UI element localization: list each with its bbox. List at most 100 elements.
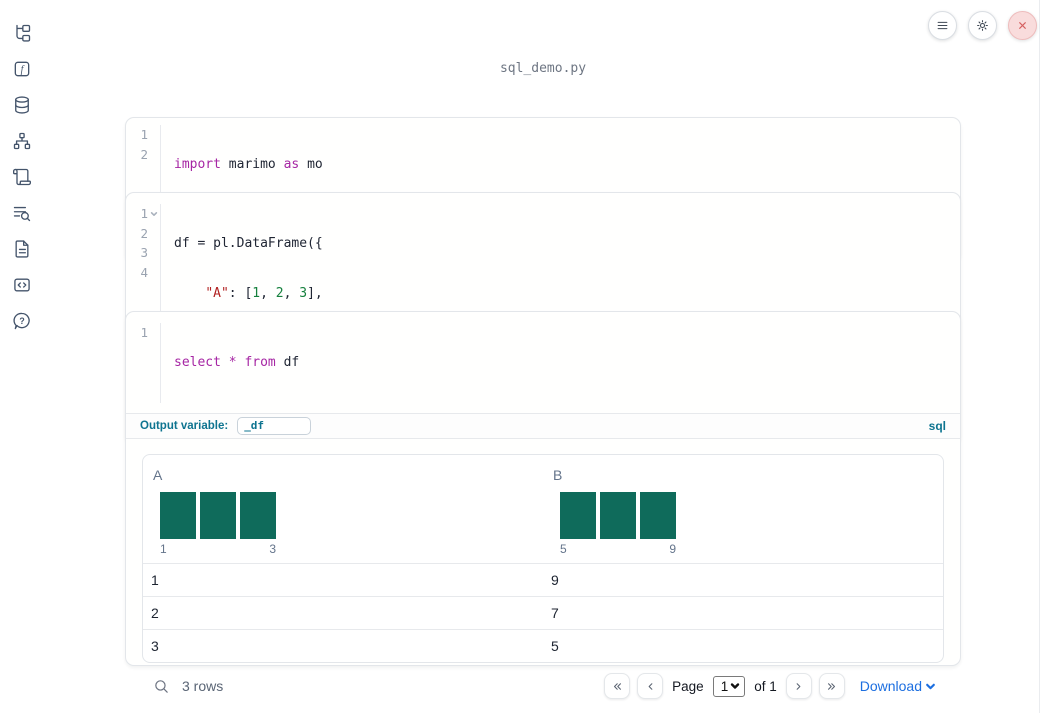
cell-value: 1 (151, 571, 159, 588)
help-icon[interactable]: ? (12, 311, 32, 331)
code-token (221, 355, 229, 370)
row-count: 3 rows (182, 678, 224, 694)
code-token: , (260, 285, 276, 301)
last-page-button[interactable] (818, 673, 845, 699)
code-token: "A" (205, 285, 229, 301)
menu-icon (937, 21, 948, 30)
axis-min-label: 1 (160, 541, 167, 556)
helper-sidebar: f ? (0, 0, 44, 713)
function-icon[interactable]: f (12, 59, 32, 79)
line-number: 2 (140, 225, 148, 241)
snippets-icon[interactable] (12, 275, 32, 295)
page-total-label: of 1 (754, 678, 777, 694)
code-token (174, 286, 205, 301)
line-number: 1 (140, 325, 148, 340)
output-variable-row: Output variable: sql (126, 412, 960, 439)
code-token: as (283, 157, 300, 172)
shutdown-button[interactable] (1008, 11, 1037, 40)
chevron-down-icon (926, 683, 935, 689)
cell-value: 3 (151, 637, 159, 654)
table-footer: 3 rows Page 1 of 1 (142, 663, 944, 710)
list-search-icon[interactable] (12, 203, 32, 223)
scroll-logs-icon[interactable] (12, 167, 32, 187)
code-token: import (174, 157, 221, 172)
sql-editor[interactable]: select * from df (161, 323, 960, 403)
histogram-axis-labels: 1 3 (160, 542, 276, 556)
download-button[interactable]: Download (860, 678, 936, 694)
gear-icon (977, 20, 988, 31)
column-name: A (153, 466, 163, 483)
previous-page-button[interactable] (637, 673, 664, 699)
histogram-bar (560, 491, 596, 539)
search-button[interactable] (152, 677, 170, 695)
column-b-histogram (560, 491, 943, 539)
dataframe-table: A 1 3 B (142, 453, 944, 663)
code-token: 3 (299, 285, 308, 301)
sql-cell: 1 select * from df Output variable: sql … (125, 311, 961, 699)
cell-value: 5 (551, 637, 559, 654)
page-label: Page (672, 678, 704, 694)
database-icon[interactable] (12, 95, 32, 115)
code-token: from (244, 355, 276, 370)
document-icon[interactable] (12, 239, 32, 259)
code-token: ], (307, 285, 323, 301)
column-name: B (553, 466, 563, 483)
histogram-axis-labels: 5 9 (560, 542, 676, 556)
output-variable-label: Output variable: (140, 419, 229, 432)
axis-max-label: 9 (669, 541, 676, 556)
table-row: 1 9 (143, 562, 943, 596)
line-number: 1 (140, 127, 148, 142)
code-token: mo (299, 157, 323, 172)
panel-divider (1039, 0, 1040, 713)
line-number: 1 (126, 204, 160, 224)
file-tree-icon[interactable] (12, 23, 32, 43)
code-token: df = pl.DataFrame({ (174, 236, 323, 251)
code-token: 2 (275, 285, 284, 301)
histogram-bar (240, 491, 276, 539)
line-number-gutter: 1 (126, 323, 161, 403)
code-token: marimo (220, 157, 284, 172)
axis-max-label: 3 (269, 541, 276, 556)
histogram-bar (640, 491, 676, 539)
svg-text:?: ? (19, 316, 24, 326)
fold-chevron-icon[interactable] (150, 210, 158, 218)
column-header-a[interactable]: A 1 3 (143, 467, 543, 563)
column-a-histogram (160, 491, 543, 539)
cell-value: 9 (551, 571, 559, 588)
cell-output: A 1 3 B (126, 439, 960, 710)
chevron-right-icon (796, 682, 801, 690)
column-header-b[interactable]: B 5 9 (543, 467, 943, 563)
axis-min-label: 5 (560, 541, 567, 556)
code-token: , (283, 285, 300, 301)
line-number: 2 (140, 146, 148, 162)
dependency-graph-icon[interactable] (12, 131, 32, 151)
search-icon (154, 679, 168, 693)
output-variable-input[interactable] (237, 416, 312, 435)
pagination: Page 1 of 1 (604, 673, 845, 699)
line-number: 3 (140, 245, 148, 260)
page-select[interactable]: 1 (712, 675, 746, 697)
line-number-gutter: 1 2 (126, 125, 161, 254)
close-icon (1019, 22, 1026, 29)
chevron-left-icon (648, 682, 653, 690)
code-token: : [ (228, 285, 253, 301)
svg-text:f: f (21, 65, 25, 76)
page-select-value: 1 (720, 678, 729, 694)
table-row: 2 7 (143, 595, 943, 629)
notebook-filename: sql_demo.py (499, 61, 587, 76)
histogram-bar (200, 491, 236, 539)
settings-button[interactable] (968, 11, 997, 40)
next-page-button[interactable] (785, 673, 812, 699)
download-label: Download (859, 678, 922, 694)
table-header-row: A 1 3 B (143, 455, 943, 563)
code-token: df (275, 355, 300, 370)
line-number: 4 (140, 264, 148, 280)
code-token: select (174, 355, 221, 370)
cell-value: 2 (151, 604, 159, 621)
first-page-button[interactable] (604, 673, 631, 699)
menu-button[interactable] (928, 11, 957, 40)
code-token: * (228, 355, 237, 370)
double-chevron-left-icon (613, 682, 621, 690)
cell-value: 7 (551, 604, 559, 621)
histogram-bar (160, 491, 196, 539)
